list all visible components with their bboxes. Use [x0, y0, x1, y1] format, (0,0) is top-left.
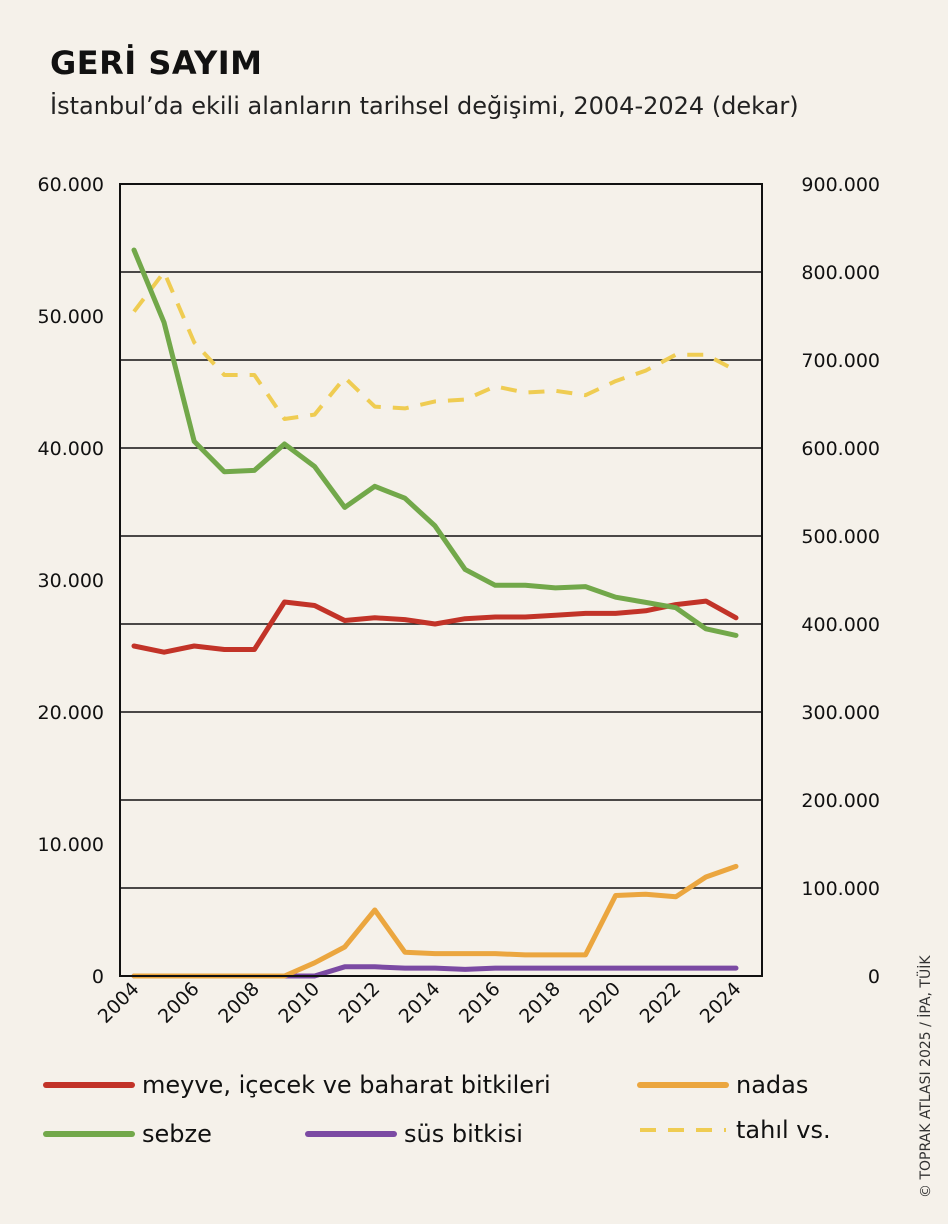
left-tick-label: 50.000 — [38, 306, 104, 328]
right-tick-label: 600.000 — [801, 438, 880, 460]
right-tick-label: 0 — [868, 966, 880, 988]
chart-subtitle: İstanbul’da ekili alanların tarihsel değ… — [50, 92, 799, 120]
grid-lines — [120, 183, 762, 977]
series-lines — [131, 247, 739, 979]
right-axis-ticks: 0 100.000 200.000 300.000 400.000 500.000 600.… — [801, 174, 880, 988]
x-tick-label: 2022 — [636, 978, 686, 1028]
left-tick-label: 10.000 — [38, 834, 104, 856]
series-line-meyve — [131, 598, 739, 655]
right-tick-label: 300.000 — [801, 702, 880, 724]
right-tick-label: 700.000 — [801, 350, 880, 372]
left-axis-ticks: 0 10.000 20.000 30.000 40.000 50.000 60.000 — [38, 174, 104, 988]
x-tick-label: 2020 — [575, 978, 625, 1028]
x-tick-label: 2016 — [455, 978, 505, 1028]
legend-label: sebze — [142, 1120, 212, 1148]
x-axis-ticks: 2004 2006 2008 2010 2012 2014 2016 2018 2020 2022… — [94, 978, 746, 1028]
credit-text: © TOPRAK ATLASI 2025 / İPA, TÜİK — [916, 955, 934, 1198]
x-tick-label: 2014 — [395, 978, 445, 1028]
right-tick-label: 800.000 — [801, 262, 880, 284]
x-tick-label: 2006 — [154, 978, 204, 1028]
plot-frame — [119, 183, 763, 977]
series-line-sebze — [131, 247, 739, 638]
right-tick-label: 200.000 — [801, 790, 880, 812]
x-tick-label: 2012 — [335, 978, 385, 1028]
chart-title: GERİ SAYIM — [50, 44, 263, 82]
legend-item-sus: süs bitkisi — [305, 1120, 523, 1148]
left-tick-label: 40.000 — [38, 438, 104, 460]
x-tick-label: 2010 — [274, 978, 324, 1028]
legend-item-meyve: meyve, içecek ve baharat bitkileri — [43, 1071, 551, 1099]
left-tick-label: 60.000 — [38, 174, 104, 196]
legend-label: süs bitkisi — [404, 1120, 523, 1148]
legend: meyve, içecek ve baharat bitkileri nadas s… — [43, 1071, 831, 1148]
left-tick-label: 20.000 — [38, 702, 104, 724]
x-tick-label: 2024 — [696, 978, 746, 1028]
legend-label: meyve, içecek ve baharat bitkileri — [142, 1071, 551, 1099]
legend-item-nadas: nadas — [637, 1071, 808, 1099]
right-tick-label: 400.000 — [801, 614, 880, 636]
x-tick-label: 2008 — [214, 978, 264, 1028]
legend-label: nadas — [736, 1071, 808, 1099]
legend-item-sebze: sebze — [43, 1120, 212, 1148]
right-tick-label: 900.000 — [801, 174, 880, 196]
x-tick-label: 2018 — [515, 978, 565, 1028]
left-tick-label: 0 — [92, 966, 104, 988]
right-tick-label: 100.000 — [801, 878, 880, 900]
legend-item-tahil: tahıl vs. — [640, 1116, 831, 1144]
series-line-tahil — [132, 270, 737, 421]
series-line-nadas — [131, 863, 739, 979]
left-tick-label: 30.000 — [38, 570, 104, 592]
legend-label: tahıl vs. — [736, 1116, 831, 1144]
right-tick-label: 500.000 — [801, 526, 880, 548]
